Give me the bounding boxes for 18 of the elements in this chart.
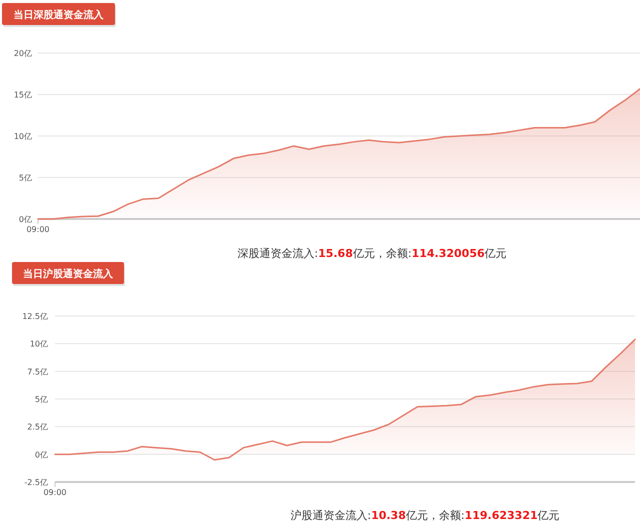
chart-title: 当日深股通资金流入 [14, 9, 104, 21]
x-tick-label: 09:00 [43, 488, 67, 497]
y-tick-label: 15亿 [14, 90, 32, 100]
y-tick-label: 0亿 [34, 450, 48, 460]
text: 沪股通资金流入:10.38亿元，余额:119.623321亿元 [290, 509, 560, 522]
y-tick-label: 12.5亿 [22, 312, 48, 321]
y-tick-label: 10亿 [30, 340, 48, 349]
y-tick-label: 0亿 [18, 215, 32, 224]
y-tick-label: -2.5亿 [24, 478, 48, 487]
y-tick-label: 5亿 [34, 395, 48, 404]
chart-title: 当日沪股通资金流入 [23, 268, 114, 280]
text: 深股通资金流入:15.68亿元，余额:114.320056亿元 [237, 247, 507, 260]
y-tick-label: 5亿 [18, 174, 32, 182]
x-tick-label: 09:00 [26, 225, 50, 234]
y-tick-label: 2.5亿 [27, 422, 48, 432]
y-tick-label: 10亿 [14, 132, 32, 141]
y-tick-label: 7.5亿 [27, 367, 48, 376]
y-tick-label: 20亿 [14, 49, 32, 58]
